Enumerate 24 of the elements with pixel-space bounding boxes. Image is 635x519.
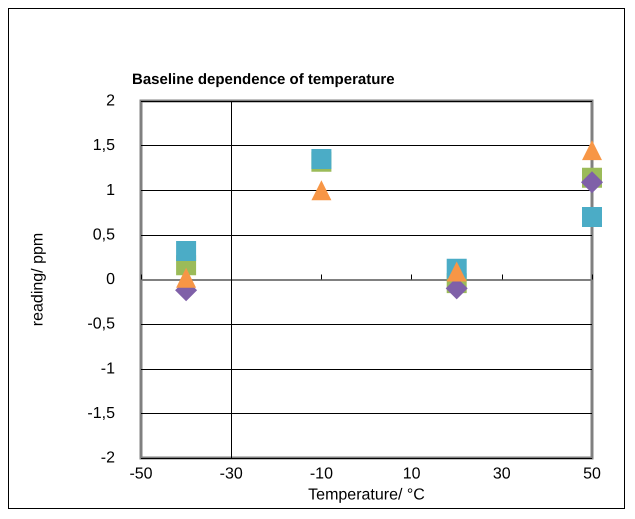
chart-title: Baseline dependence of temperature — [132, 71, 395, 88]
y-tick-label: -2 — [100, 450, 116, 466]
y-tick-label: 0,5 — [92, 226, 116, 244]
y-tick-label: -0,5 — [87, 316, 116, 333]
x-tick-label: 10 — [402, 466, 421, 482]
point — [581, 171, 603, 194]
point — [311, 180, 332, 200]
x-tick-label: -30 — [220, 466, 243, 482]
x-tick-label: -10 — [310, 466, 334, 482]
point — [176, 240, 196, 261]
y-tick-label: -1 — [100, 360, 116, 378]
x-tick-label: 50 — [583, 466, 601, 482]
x-tick-label: 30 — [492, 466, 511, 482]
y-tick-label: 2 — [106, 92, 116, 110]
point — [176, 268, 196, 288]
point — [582, 207, 602, 228]
x-tick-label: -50 — [129, 466, 153, 482]
y-tick-label: -1,5 — [87, 404, 116, 422]
y-tick-label: 1,5 — [92, 137, 116, 154]
point — [582, 140, 602, 160]
y-tick-label: 0 — [106, 271, 116, 288]
y-axis-title: reading/ ppm — [30, 232, 46, 326]
y-tick-label: 1 — [106, 182, 116, 199]
x-axis-title: Temperature/ °C — [308, 486, 425, 504]
